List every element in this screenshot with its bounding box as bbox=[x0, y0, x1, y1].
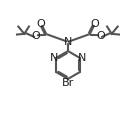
Text: O: O bbox=[36, 19, 45, 29]
Text: N: N bbox=[50, 53, 58, 63]
Text: O: O bbox=[91, 19, 100, 29]
Text: Br: Br bbox=[62, 78, 74, 88]
Text: O: O bbox=[31, 31, 40, 41]
Text: N: N bbox=[78, 53, 86, 63]
Text: O: O bbox=[96, 31, 105, 41]
Text: N: N bbox=[64, 37, 72, 47]
